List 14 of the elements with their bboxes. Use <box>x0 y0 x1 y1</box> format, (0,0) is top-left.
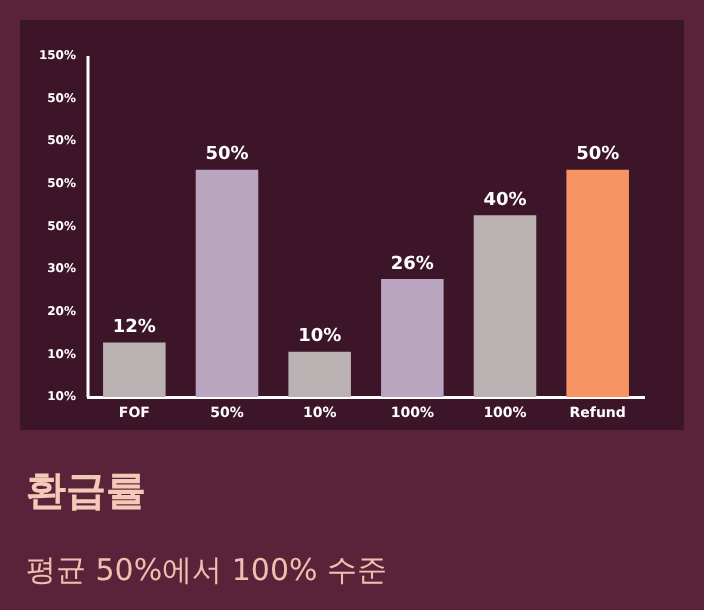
bar <box>288 351 351 398</box>
bar <box>103 342 166 398</box>
data-label: 12% <box>112 318 156 339</box>
bar <box>566 169 629 398</box>
data-label: 50% <box>576 145 620 166</box>
data-label: 50% <box>205 145 249 166</box>
data-label: 10% <box>298 327 342 348</box>
bar <box>195 169 259 398</box>
data-label: 40% <box>483 190 527 211</box>
text: 평균 50%에서 100% 수준 <box>26 552 388 590</box>
bar <box>381 278 444 398</box>
bar <box>473 215 537 398</box>
data-label: 26% <box>390 254 434 275</box>
text: 환급률 <box>26 464 146 518</box>
